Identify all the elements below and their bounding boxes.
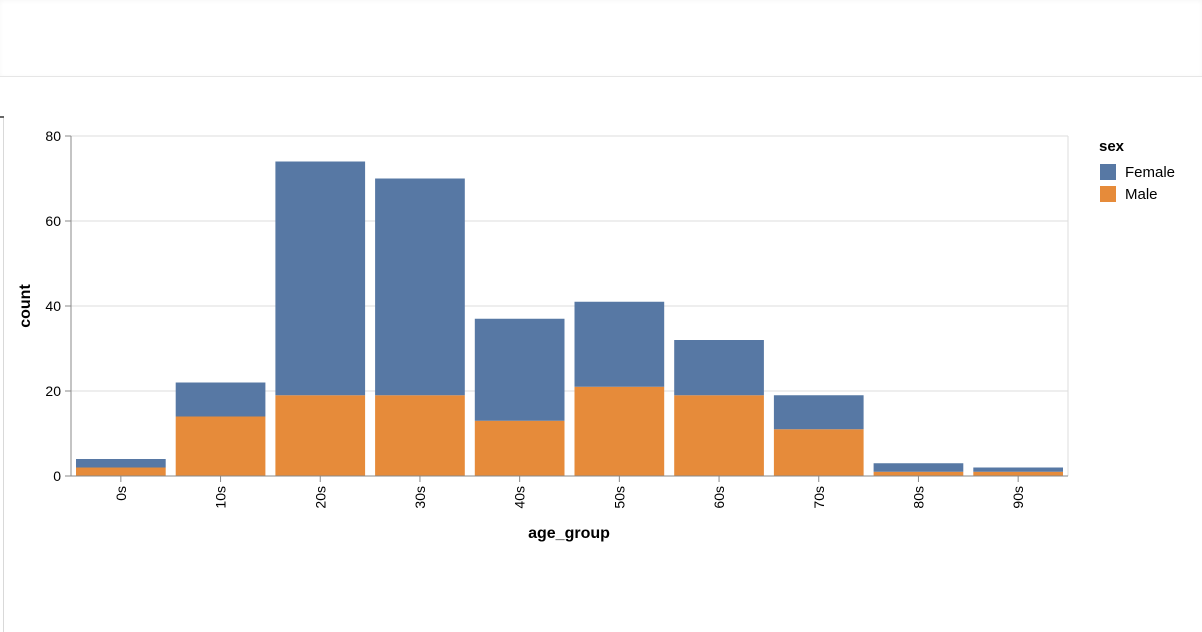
- x-tick-label: 40s: [512, 486, 528, 509]
- bar-male: [773, 429, 864, 476]
- bar-male: [873, 471, 964, 476]
- bar-male: [674, 395, 764, 476]
- x-tick-label: 90s: [1010, 486, 1026, 509]
- x-tick-label: 20s: [312, 486, 328, 509]
- bar-female: [773, 395, 864, 430]
- bar-female: [674, 340, 764, 396]
- legend-swatch: [1100, 164, 1116, 180]
- bar-male: [76, 467, 166, 476]
- legend-title: sex: [1099, 138, 1125, 155]
- bar-female: [474, 318, 565, 421]
- x-axis-title: age_group: [528, 525, 610, 542]
- bar-female: [175, 382, 266, 417]
- y-tick-label: 20: [45, 383, 61, 399]
- x-tick-label: 60s: [711, 486, 727, 509]
- bar-male: [474, 420, 565, 476]
- y-tick-label: 60: [45, 213, 61, 229]
- bar-male: [973, 471, 1063, 476]
- legend: sex Female Male: [1099, 138, 1175, 203]
- bar-male: [175, 416, 266, 476]
- y-axis-ticks: 0 20 40 60 80: [45, 128, 71, 484]
- x-tick-label: 30s: [412, 486, 428, 509]
- y-tick-label: 80: [45, 128, 61, 144]
- bar-female: [76, 459, 166, 468]
- bar-female: [574, 301, 665, 387]
- bar-male: [375, 395, 465, 476]
- bar-female: [375, 178, 465, 396]
- bar-male: [574, 386, 665, 476]
- bars: [76, 161, 1063, 476]
- bar-female: [873, 463, 964, 472]
- legend-label: Male: [1125, 186, 1158, 203]
- bar-female: [275, 161, 366, 396]
- x-axis-ticks: 0s 10s 20s 30s 40s 50s 60s 70s 80s 90s: [113, 476, 1026, 509]
- x-tick-label: 70s: [811, 486, 827, 509]
- x-tick-label: 80s: [910, 486, 926, 509]
- legend-label: Female: [1125, 164, 1175, 181]
- y-axis-title: count: [17, 284, 34, 328]
- cell-marker: [0, 116, 4, 118]
- x-tick-label: 50s: [611, 486, 627, 509]
- legend-swatch: [1100, 186, 1116, 202]
- y-tick-label: 0: [53, 468, 61, 484]
- x-tick-label: 10s: [213, 486, 229, 509]
- notebook-top-bar: [0, 0, 1202, 77]
- y-tick-label: 40: [45, 298, 61, 314]
- x-tick-label: 0s: [113, 486, 129, 501]
- bar-female: [973, 467, 1063, 472]
- cell-left-border: [3, 118, 4, 632]
- bar-male: [275, 395, 366, 476]
